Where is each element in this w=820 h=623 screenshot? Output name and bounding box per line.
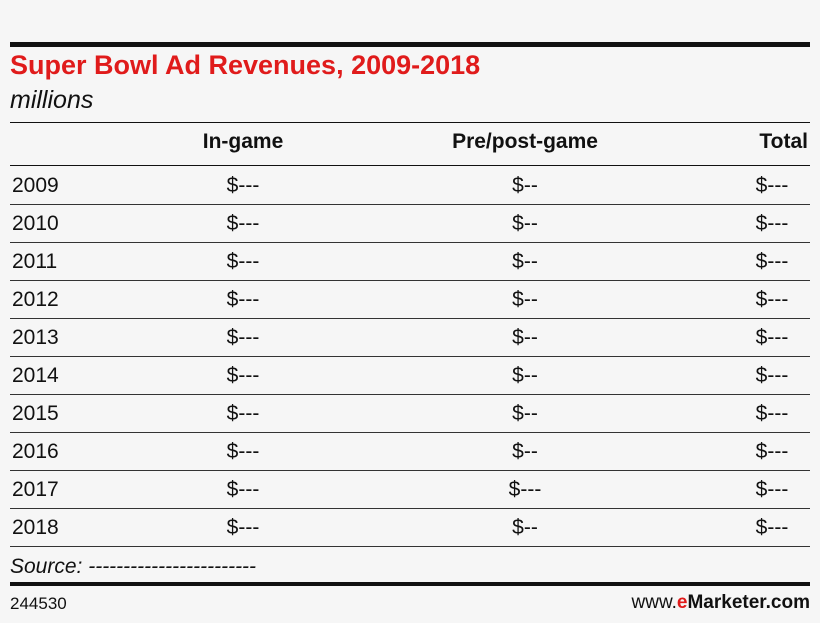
cell: $-- bbox=[512, 212, 538, 235]
cell: $-- bbox=[512, 364, 538, 387]
cell: $-- bbox=[512, 288, 538, 311]
cell: $--- bbox=[755, 478, 789, 501]
row-rule bbox=[10, 356, 810, 357]
cell: $--- bbox=[226, 516, 260, 539]
row-label: 2017 bbox=[12, 478, 59, 501]
column-header: Total bbox=[759, 130, 808, 153]
cell: $--- bbox=[226, 364, 260, 387]
cell: $--- bbox=[755, 288, 789, 311]
cell: $--- bbox=[755, 174, 789, 197]
cell: $-- bbox=[512, 326, 538, 349]
cell: $--- bbox=[226, 212, 260, 235]
subtitle: millions bbox=[10, 86, 94, 114]
row-rule bbox=[10, 280, 810, 281]
cell: $-- bbox=[512, 440, 538, 463]
cell: $--- bbox=[226, 174, 260, 197]
row-rule bbox=[10, 508, 810, 509]
footer-id: 244530 bbox=[10, 594, 67, 613]
cell: $--- bbox=[755, 212, 789, 235]
cell: $--- bbox=[755, 364, 789, 387]
row-label: 2011 bbox=[12, 250, 58, 273]
cell: $--- bbox=[226, 326, 260, 349]
row-rule bbox=[10, 204, 810, 205]
cell: $--- bbox=[226, 288, 260, 311]
row-rule bbox=[10, 394, 810, 395]
bottom-rule bbox=[10, 582, 810, 586]
brand: www.eMarketer.com bbox=[632, 592, 811, 614]
brand-rest: Marketer.com bbox=[687, 592, 810, 613]
row-rule bbox=[10, 546, 810, 547]
row-label: 2015 bbox=[12, 402, 59, 425]
title: Super Bowl Ad Revenues, 2009-2018 bbox=[10, 50, 481, 80]
column-header: In-game bbox=[202, 130, 284, 153]
row-label: 2014 bbox=[12, 364, 59, 387]
row-label: 2018 bbox=[12, 516, 59, 539]
row-rule bbox=[10, 242, 810, 243]
cell: $--- bbox=[226, 440, 260, 463]
row-label: 2012 bbox=[12, 288, 59, 311]
cell: $--- bbox=[755, 250, 789, 273]
row-rule bbox=[10, 165, 810, 166]
cell: $--- bbox=[226, 250, 260, 273]
cell: $--- bbox=[755, 326, 789, 349]
cell: $--- bbox=[755, 440, 789, 463]
cell: $-- bbox=[512, 516, 538, 539]
top-rule bbox=[10, 42, 810, 47]
cell: $-- bbox=[512, 402, 538, 425]
row-rule bbox=[10, 432, 810, 433]
brand-accent: e bbox=[676, 592, 688, 613]
cell: $--- bbox=[508, 478, 542, 501]
row-rule bbox=[10, 318, 810, 319]
cell: $--- bbox=[226, 402, 260, 425]
source: Source: ------------------------ bbox=[10, 555, 257, 578]
row-label: 2009 bbox=[12, 174, 59, 197]
brand-prefix: www. bbox=[631, 592, 677, 613]
cell: $--- bbox=[226, 478, 260, 501]
cell: $-- bbox=[512, 174, 538, 197]
row-label: 2013 bbox=[12, 326, 59, 349]
cell: $--- bbox=[755, 516, 789, 539]
row-rule bbox=[10, 470, 810, 471]
header-rule bbox=[10, 122, 810, 123]
row-label: 2010 bbox=[12, 212, 59, 235]
row-label: 2016 bbox=[12, 440, 59, 463]
cell: $-- bbox=[512, 250, 538, 273]
column-header: Pre/post-game bbox=[452, 130, 598, 153]
cell: $--- bbox=[755, 402, 789, 425]
